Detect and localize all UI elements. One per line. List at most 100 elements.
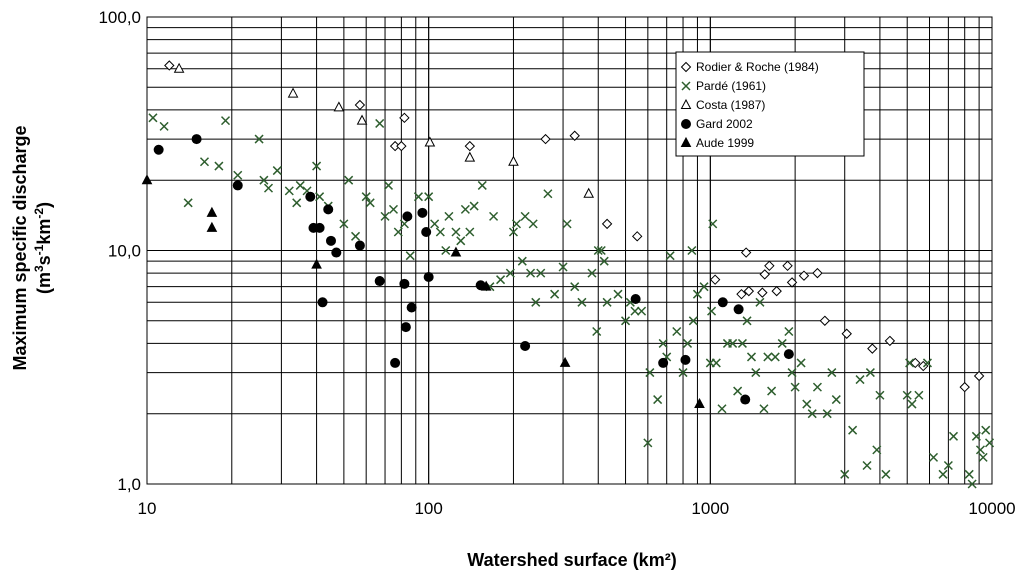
data-point — [570, 282, 580, 292]
y-axis-title-line2: (m3s-1km-2) — [32, 202, 54, 294]
data-point — [315, 192, 325, 202]
data-point — [325, 235, 336, 246]
y-tick-label: 100,0 — [98, 8, 141, 27]
y-axis-title-line1: Maximum specific discharge — [10, 125, 30, 370]
series-4 — [141, 174, 705, 409]
data-point — [790, 382, 800, 392]
data-point — [311, 258, 322, 269]
data-point — [451, 227, 461, 237]
data-point — [424, 192, 434, 202]
data-point — [637, 306, 647, 316]
data-point — [708, 219, 718, 229]
data-point — [822, 409, 832, 419]
data-point — [413, 192, 423, 202]
data-point — [430, 219, 440, 229]
data-point — [757, 287, 768, 298]
data-point — [631, 231, 643, 242]
data-point — [742, 316, 752, 326]
data-point — [763, 352, 773, 362]
data-point — [562, 219, 572, 229]
legend-box — [675, 51, 865, 157]
x-tick-label: 100 — [414, 499, 442, 518]
data-point — [390, 357, 401, 368]
data-point — [688, 316, 698, 326]
legend-marker — [680, 61, 692, 73]
data-point — [827, 368, 837, 378]
data-point — [601, 218, 613, 230]
data-point — [393, 227, 403, 237]
data-point — [305, 191, 316, 202]
data-point — [464, 151, 476, 162]
data-point — [777, 338, 787, 348]
data-point — [464, 140, 476, 152]
data-point — [441, 245, 451, 256]
data-point — [819, 315, 831, 326]
data-point — [784, 326, 794, 337]
data-point — [902, 390, 912, 400]
data-point — [356, 114, 368, 125]
data-point — [528, 219, 538, 229]
data-point — [905, 358, 915, 368]
data-point — [148, 113, 158, 123]
data-point — [593, 245, 603, 256]
data-point — [263, 183, 274, 193]
data-point — [421, 227, 432, 238]
data-point — [759, 404, 769, 414]
data-point — [323, 204, 334, 215]
y-tick-labels: 1,0 10,0 100,0 — [98, 8, 141, 494]
data-point — [875, 390, 885, 400]
legend-label: Pardé (1961) — [696, 79, 766, 93]
data-point — [755, 297, 765, 307]
legend-marker — [681, 81, 691, 91]
data-point — [465, 227, 475, 237]
data-point — [841, 328, 852, 339]
data-point — [812, 267, 823, 279]
legend-marker — [680, 136, 692, 147]
data-point — [862, 460, 872, 471]
data-point — [872, 445, 882, 455]
data-point — [295, 180, 305, 190]
data-point — [141, 174, 153, 185]
data-point — [865, 368, 875, 378]
data-point — [733, 304, 744, 315]
data-point — [365, 198, 375, 208]
data-point — [630, 306, 640, 316]
data-point — [938, 469, 948, 479]
data-point — [967, 479, 977, 489]
data-point — [683, 338, 693, 348]
data-point — [740, 247, 752, 258]
data-point — [672, 326, 682, 337]
series-1 — [148, 113, 995, 489]
data-point — [477, 180, 487, 190]
data-point — [287, 87, 299, 98]
data-point — [602, 297, 612, 307]
data-point — [153, 144, 164, 155]
data-point — [508, 155, 519, 166]
data-point — [743, 285, 755, 297]
data-point — [388, 204, 399, 214]
x-tick-label: 10 — [138, 499, 157, 518]
data-point — [928, 452, 939, 462]
data-point — [592, 326, 602, 337]
data-point — [344, 175, 354, 185]
data-point — [707, 306, 717, 316]
data-point — [505, 268, 515, 278]
legend-label: Rodier & Roche (1984) — [696, 60, 819, 74]
data-point — [583, 187, 595, 198]
data-point — [630, 293, 641, 304]
legend-label: Costa (1987) — [696, 98, 765, 112]
data-point — [717, 297, 728, 308]
data-point — [840, 469, 850, 479]
data-point — [767, 386, 777, 396]
data-point — [292, 198, 302, 208]
legend-marker — [681, 119, 691, 129]
data-point — [577, 297, 587, 307]
data-point — [543, 189, 553, 199]
data-point — [922, 358, 932, 368]
data-point — [374, 276, 385, 287]
data-point — [399, 112, 410, 124]
data-point — [978, 452, 988, 462]
data-point — [317, 297, 328, 308]
data-point — [658, 357, 669, 368]
data-point — [259, 175, 269, 185]
